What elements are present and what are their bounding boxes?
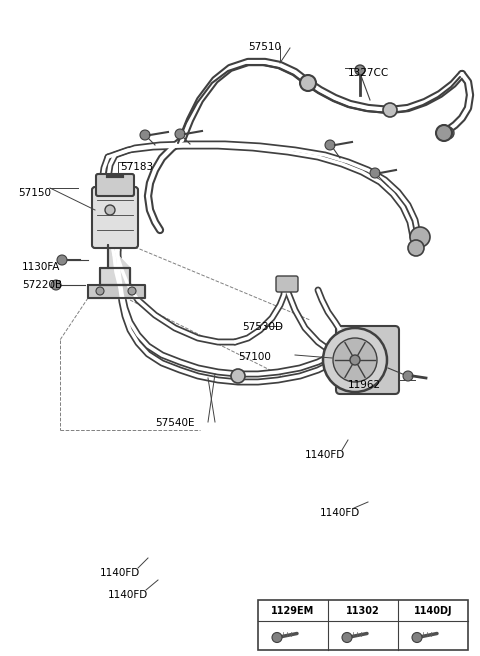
Circle shape (231, 369, 245, 383)
Circle shape (323, 328, 387, 392)
Text: 1140DJ: 1140DJ (414, 605, 452, 615)
Polygon shape (100, 245, 130, 285)
Text: 1140FD: 1140FD (305, 450, 345, 460)
Text: 1140FD: 1140FD (320, 508, 360, 518)
FancyBboxPatch shape (96, 174, 134, 196)
Circle shape (442, 127, 454, 139)
Text: 1327CC: 1327CC (348, 68, 389, 78)
Text: 57150: 57150 (18, 188, 51, 198)
Circle shape (140, 130, 150, 140)
Text: 57220B: 57220B (22, 280, 62, 290)
Circle shape (410, 227, 430, 247)
Text: 57183: 57183 (120, 162, 153, 172)
Polygon shape (88, 285, 145, 298)
FancyBboxPatch shape (92, 187, 138, 248)
Text: 1129EM: 1129EM (271, 605, 314, 615)
Circle shape (438, 125, 450, 137)
Text: 57530D: 57530D (242, 322, 283, 332)
FancyBboxPatch shape (276, 276, 298, 292)
Text: 57100: 57100 (238, 352, 271, 362)
Circle shape (325, 140, 335, 150)
Text: 57510: 57510 (248, 42, 281, 52)
Circle shape (105, 205, 115, 215)
Text: 11302: 11302 (346, 605, 380, 615)
Circle shape (412, 632, 422, 642)
Circle shape (403, 371, 413, 381)
Circle shape (333, 338, 377, 382)
Circle shape (355, 65, 365, 75)
Circle shape (175, 129, 185, 139)
Circle shape (272, 632, 282, 642)
FancyBboxPatch shape (336, 326, 399, 394)
Bar (258, 600, 468, 650)
Text: 11962: 11962 (348, 380, 381, 390)
Circle shape (370, 168, 380, 178)
Circle shape (440, 126, 452, 138)
Text: 1130FA: 1130FA (22, 262, 60, 272)
Text: 1140FD: 1140FD (108, 590, 148, 600)
Circle shape (342, 632, 352, 642)
Circle shape (436, 125, 452, 141)
Circle shape (96, 287, 104, 295)
Circle shape (408, 240, 424, 256)
Circle shape (57, 255, 67, 265)
Circle shape (128, 287, 136, 295)
Circle shape (383, 103, 397, 117)
Circle shape (350, 355, 360, 365)
Text: 1140FD: 1140FD (100, 568, 140, 578)
Text: 57540E: 57540E (155, 418, 194, 428)
Circle shape (51, 280, 61, 290)
Circle shape (300, 75, 316, 91)
